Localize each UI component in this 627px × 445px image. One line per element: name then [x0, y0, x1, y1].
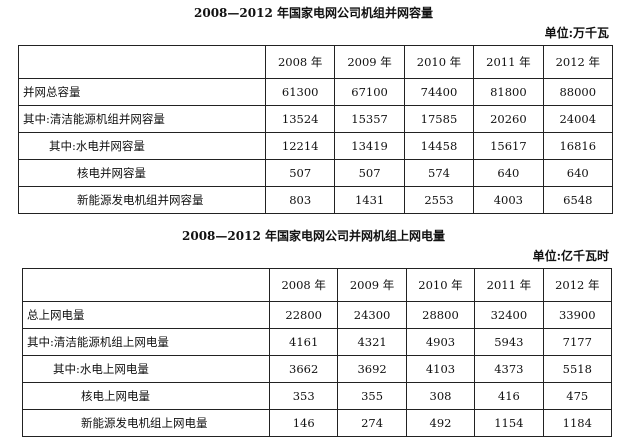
value-cell: 640	[542, 159, 614, 187]
year-header: 2010 年	[405, 268, 476, 302]
row-label: 核电上网电量	[22, 382, 270, 410]
value-cell: 1184	[542, 409, 613, 437]
value-cell: 492	[405, 409, 476, 437]
value-cell: 4003	[473, 186, 544, 214]
table-row: 新能源发电机组上网电量 146 274 492 1154 1184	[22, 409, 613, 437]
value-cell: 20260	[473, 105, 544, 133]
table1-unit: 单位:万千瓦	[544, 26, 609, 40]
value-cell: 13419	[334, 132, 405, 160]
corner-cell	[22, 268, 270, 302]
value-cell: 16816	[542, 132, 614, 160]
value-cell: 3662	[268, 355, 339, 383]
value-cell: 4321	[337, 328, 407, 356]
value-cell: 5518	[542, 355, 613, 383]
row-label: 新能源发电机组并网容量	[18, 186, 266, 214]
value-cell: 74400	[403, 78, 475, 106]
value-cell: 574	[403, 159, 475, 187]
table-row: 其中:清洁能源机组并网容量 13524 15357 17585 20260 24004	[18, 105, 614, 133]
year-header: 2008 年	[268, 268, 339, 302]
value-cell: 32400	[474, 301, 544, 329]
value-cell: 507	[334, 159, 405, 187]
table-row: 其中:水电并网容量 12214 13419 14458 15617 16816	[18, 132, 614, 160]
value-cell: 475	[542, 382, 613, 410]
value-cell: 6548	[542, 186, 614, 214]
value-cell: 13524	[264, 105, 336, 133]
row-label: 其中:水电并网容量	[18, 132, 266, 160]
table-row: 其中:清洁能源机组上网电量 4161 4321 4903 5943 7177	[22, 328, 613, 356]
year-header: 2011 年	[474, 268, 544, 302]
value-cell: 355	[337, 382, 407, 410]
value-cell: 3692	[337, 355, 407, 383]
corner-cell	[18, 45, 266, 79]
year-header: 2012 年	[542, 268, 613, 302]
value-cell: 2553	[403, 186, 475, 214]
row-label: 其中:水电上网电量	[22, 355, 270, 383]
value-cell: 4161	[268, 328, 339, 356]
row-label: 新能源发电机组上网电量	[22, 409, 270, 437]
table-row: 核电上网电量 353 355 308 416 475	[22, 382, 613, 410]
year-header: 2009 年	[337, 268, 407, 302]
year-header: 2009 年	[334, 45, 405, 79]
row-label: 核电并网容量	[18, 159, 266, 187]
value-cell: 1431	[334, 186, 405, 214]
value-cell: 4103	[405, 355, 476, 383]
table-row: 其中:水电上网电量 3662 3692 4103 4373 5518	[22, 355, 613, 383]
value-cell: 1154	[474, 409, 544, 437]
value-cell: 12214	[264, 132, 336, 160]
value-cell: 274	[337, 409, 407, 437]
value-cell: 7177	[542, 328, 613, 356]
year-header: 2011 年	[473, 45, 544, 79]
capacity-table: 2008 年 2009 年 2010 年 2011 年 2012 年并网总容量 61300…	[18, 45, 614, 214]
header-row: 2008 年 2009 年 2010 年 2011 年 2012 年	[22, 268, 613, 302]
value-cell: 81800	[473, 78, 544, 106]
year-header: 2012 年	[542, 45, 614, 79]
table1-title: 2008—2012 年国家电网公司机组并网容量	[194, 6, 433, 20]
value-cell: 28800	[405, 301, 476, 329]
value-cell: 4903	[405, 328, 476, 356]
value-cell: 803	[264, 186, 336, 214]
row-label: 其中:清洁能源机组上网电量	[22, 328, 270, 356]
row-label: 并网总容量	[18, 78, 266, 106]
row-label: 总上网电量	[22, 301, 270, 329]
table-row: 并网总容量 61300 67100 74400 81800 88000	[18, 78, 614, 106]
value-cell: 146	[268, 409, 339, 437]
year-header: 2010 年	[403, 45, 475, 79]
value-cell: 24004	[542, 105, 614, 133]
value-cell: 14458	[403, 132, 475, 160]
header-row: 2008 年 2009 年 2010 年 2011 年 2012 年	[18, 45, 614, 79]
value-cell: 507	[264, 159, 336, 187]
value-cell: 5943	[474, 328, 544, 356]
value-cell: 416	[474, 382, 544, 410]
value-cell: 22800	[268, 301, 339, 329]
value-cell: 640	[473, 159, 544, 187]
table-row: 总上网电量 22800 24300 28800 32400 33900	[22, 301, 613, 329]
value-cell: 33900	[542, 301, 613, 329]
value-cell: 353	[268, 382, 339, 410]
value-cell: 17585	[403, 105, 475, 133]
value-cell: 67100	[334, 78, 405, 106]
table-row: 新能源发电机组并网容量 803 1431 2553 4003 6548	[18, 186, 614, 214]
row-label: 其中:清洁能源机组并网容量	[18, 105, 266, 133]
table-row: 核电并网容量 507 507 574 640 640	[18, 159, 614, 187]
value-cell: 61300	[264, 78, 336, 106]
table2-title: 2008—2012 年国家电网公司并网机组上网电量	[182, 229, 445, 243]
value-cell: 15617	[473, 132, 544, 160]
value-cell: 88000	[542, 78, 614, 106]
value-cell: 24300	[337, 301, 407, 329]
value-cell: 308	[405, 382, 476, 410]
table2-unit: 单位:亿千瓦时	[532, 249, 609, 263]
value-cell: 15357	[334, 105, 405, 133]
value-cell: 4373	[474, 355, 544, 383]
generation-table: 2008 年 2009 年 2010 年 2011 年 2012 年总上网电量 22800…	[22, 268, 613, 437]
year-header: 2008 年	[264, 45, 336, 79]
